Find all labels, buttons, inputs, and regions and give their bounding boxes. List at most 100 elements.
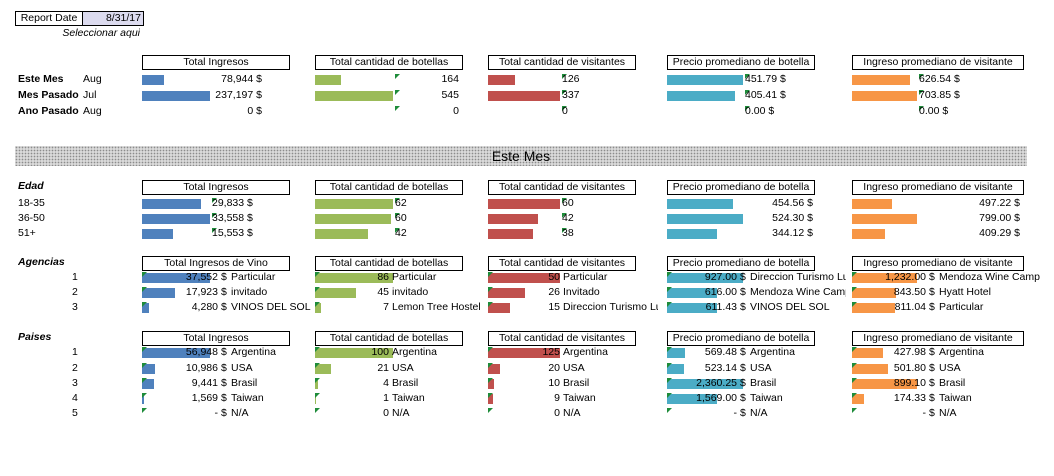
category-label: Taiwan xyxy=(939,392,972,404)
paises-title: Paises xyxy=(18,331,52,343)
summary-row-month: Aug xyxy=(83,73,102,85)
metric-bar xyxy=(315,214,391,224)
column-header: Ingreso promediano de visitante xyxy=(852,331,1024,346)
currency-sign: $ xyxy=(740,301,746,313)
data-marker xyxy=(667,347,672,352)
metric-bar xyxy=(315,364,331,374)
metric-bar xyxy=(315,288,356,298)
metric-value: 10 xyxy=(548,377,560,389)
metric-bar xyxy=(667,288,717,298)
currency-sign: $ xyxy=(221,286,227,298)
data-marker xyxy=(745,90,750,95)
metric-value: 409.29 $ xyxy=(979,227,1020,239)
metric-value: 344.12 $ xyxy=(772,227,813,239)
metric-value: 545 xyxy=(441,89,459,101)
data-marker xyxy=(852,393,857,398)
edad-row-label: 36-50 xyxy=(18,212,45,224)
category-label: Hyatt Hotel xyxy=(939,286,991,298)
metric-bar xyxy=(315,75,341,85)
metric-bar xyxy=(852,229,885,239)
metric-value: - xyxy=(733,407,738,419)
category-label: Particular xyxy=(563,271,608,283)
data-marker xyxy=(142,302,147,307)
metric-bar xyxy=(315,348,393,358)
category-label: Brasil xyxy=(563,377,590,389)
metric-bar xyxy=(315,303,321,313)
category-label: USA xyxy=(231,362,253,374)
metric-value: 616.00 xyxy=(704,286,737,298)
metric-bar xyxy=(142,199,201,209)
metric-bar xyxy=(142,229,173,239)
metric-bar xyxy=(488,75,515,85)
metric-value: 927.00 xyxy=(704,271,737,283)
column-header: Total Ingresos de Vino xyxy=(142,256,290,271)
category-label: Taiwan xyxy=(392,392,425,404)
data-marker xyxy=(395,74,400,79)
metric-bar xyxy=(667,91,735,101)
currency-sign: $ xyxy=(221,301,227,313)
category-label: VINOS DEL SOL xyxy=(231,301,311,313)
metric-bar xyxy=(142,348,210,358)
column-header: Ingreso promediano de visitante xyxy=(852,256,1024,271)
currency-sign: $ xyxy=(929,407,935,419)
data-marker xyxy=(315,378,320,383)
metric-bar xyxy=(667,394,717,404)
select-hint[interactable]: Seleccionar aqui xyxy=(62,27,140,39)
metric-bar xyxy=(852,273,917,283)
data-marker xyxy=(667,408,672,413)
data-marker xyxy=(142,378,147,383)
category-label: Argentina xyxy=(231,346,276,358)
data-marker xyxy=(142,393,147,398)
data-marker xyxy=(315,302,320,307)
metric-bar xyxy=(488,273,560,283)
currency-sign: $ xyxy=(740,362,746,374)
category-label: N/A xyxy=(563,407,581,419)
currency-sign: $ xyxy=(929,377,935,389)
metric-bar xyxy=(142,91,210,101)
summary-row-month: Aug xyxy=(83,105,102,117)
metric-bar xyxy=(852,364,888,374)
metric-bar xyxy=(142,273,210,283)
paises-rank: 3 xyxy=(72,377,78,389)
currency-sign: $ xyxy=(221,271,227,283)
data-marker xyxy=(212,213,217,218)
category-label: Particular xyxy=(939,301,984,313)
metric-value: 799.00 $ xyxy=(979,212,1020,224)
currency-sign: $ xyxy=(929,362,935,374)
data-marker xyxy=(488,302,493,307)
metric-value: 38 xyxy=(562,227,574,239)
column-header: Total cantidad de visitantes xyxy=(488,331,636,346)
category-label: Brasil xyxy=(392,377,419,389)
metric-bar xyxy=(488,199,560,209)
metric-value: 174.33 xyxy=(893,392,926,404)
metric-value: 125 xyxy=(542,346,560,358)
category-label: Argentina xyxy=(939,346,984,358)
category-label: N/A xyxy=(231,407,249,419)
category-label: USA xyxy=(939,362,961,374)
category-label: Taiwan xyxy=(750,392,783,404)
metric-value: - xyxy=(922,407,927,419)
metric-bar xyxy=(315,394,316,404)
column-header: Total cantidad de visitantes xyxy=(488,55,636,70)
category-label: N/A xyxy=(939,407,957,419)
metric-value: 843.50 xyxy=(893,286,926,298)
metric-bar xyxy=(667,273,743,283)
metric-value: 33,558 $ xyxy=(212,212,253,224)
data-marker xyxy=(142,272,147,277)
column-header: Ingreso promediano de visitante xyxy=(852,180,1024,195)
category-label: Taiwan xyxy=(231,392,264,404)
category-label: VINOS DEL SOL xyxy=(750,301,830,313)
metric-value: 42 xyxy=(395,227,407,239)
currency-sign: $ xyxy=(221,407,227,419)
data-marker xyxy=(212,198,217,203)
category-label: invitado xyxy=(392,286,429,298)
metric-bar xyxy=(142,364,155,374)
metric-bar xyxy=(142,214,210,224)
metric-bar xyxy=(488,394,493,404)
metric-value: 237,197 $ xyxy=(215,89,262,101)
metric-bar xyxy=(315,199,393,209)
currency-sign: $ xyxy=(740,392,746,404)
data-marker xyxy=(395,106,400,111)
data-marker xyxy=(852,302,857,307)
report-date-value[interactable]: 8/31/17 xyxy=(82,11,144,26)
